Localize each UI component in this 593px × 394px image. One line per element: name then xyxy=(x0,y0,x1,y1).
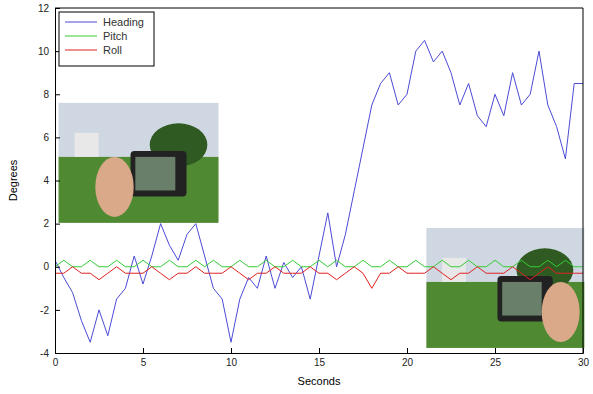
tick: 8 xyxy=(43,89,60,100)
photo-grass xyxy=(59,157,219,223)
tick-mark xyxy=(319,348,320,353)
tick-mark xyxy=(55,310,60,311)
tick: 4 xyxy=(43,175,60,186)
tick-label: 0 xyxy=(43,261,49,272)
tick: 15 xyxy=(314,348,326,368)
tick-mark xyxy=(55,267,60,268)
legend-swatch xyxy=(65,36,97,37)
photo-camera xyxy=(131,151,187,197)
frame xyxy=(583,8,584,353)
tick-label: 12 xyxy=(38,3,50,14)
tick-label: 4 xyxy=(43,175,49,186)
tick-mark xyxy=(407,348,408,353)
y-axis-title: Degrees xyxy=(7,159,19,201)
series-line xyxy=(55,260,583,266)
tick-mark xyxy=(143,348,144,353)
tick: -4 xyxy=(40,348,60,359)
tick: 6 xyxy=(43,132,60,143)
tick-mark xyxy=(55,137,60,138)
tick-label: 15 xyxy=(314,357,326,368)
tick: 30 xyxy=(578,348,590,368)
photo-hand xyxy=(95,157,133,217)
y-axis: -4 -2 0 2 4 6 8 10 12 xyxy=(38,3,60,359)
chart: 0 5 10 15 20 25 30 -4 -2 0 2 4 6 8 10 12 Heading Pitch Rol… xyxy=(0,0,593,394)
tick-mark xyxy=(231,348,232,353)
tick: 25 xyxy=(490,348,502,368)
photo-grass xyxy=(426,282,584,348)
tick: 5 xyxy=(141,348,147,368)
x-axis-title: Seconds xyxy=(298,375,341,387)
legend-label: Heading xyxy=(103,16,144,28)
tick-mark xyxy=(495,348,496,353)
photo-screen xyxy=(135,157,175,191)
photo-hand xyxy=(542,282,580,342)
tick: -2 xyxy=(40,305,60,316)
legend-label: Pitch xyxy=(103,30,127,42)
tick-label: 10 xyxy=(226,357,238,368)
tick: 2 xyxy=(43,218,60,229)
series-line xyxy=(55,267,583,289)
legend-swatch xyxy=(65,50,97,51)
tick: 10 xyxy=(226,348,238,368)
tick-label: -4 xyxy=(40,348,49,359)
plot: 0 5 10 15 20 25 30 -4 -2 0 2 4 6 8 10 12 Heading Pitch Rol… xyxy=(38,3,590,368)
frame xyxy=(55,8,583,9)
tick-label: 2 xyxy=(43,218,49,229)
tick: 0 xyxy=(43,261,60,272)
inset-photo xyxy=(59,103,219,223)
photo-building xyxy=(75,133,99,157)
tick-label: 6 xyxy=(43,132,49,143)
legend-swatch xyxy=(65,22,97,23)
tick-label: 10 xyxy=(38,46,50,57)
tick: 10 xyxy=(38,46,60,57)
tick: 20 xyxy=(402,348,414,368)
inset-photo xyxy=(426,228,584,348)
series-line xyxy=(55,40,583,342)
x-axis: 0 5 10 15 20 25 30 xyxy=(53,348,590,368)
photo-building xyxy=(442,258,466,282)
tick-mark xyxy=(55,224,60,225)
tick-label: 5 xyxy=(141,357,147,368)
photo-screen xyxy=(502,282,542,316)
tick-mark xyxy=(55,353,60,354)
tick-label: 0 xyxy=(53,357,59,368)
legend: Heading Pitch Roll xyxy=(59,12,154,66)
tick-label: 30 xyxy=(578,357,590,368)
plot-background xyxy=(55,8,583,353)
tick-mark xyxy=(55,94,60,95)
legend-label: Roll xyxy=(103,44,122,56)
tick-label: 25 xyxy=(490,357,502,368)
tick-label: -2 xyxy=(40,305,49,316)
tick-mark xyxy=(55,181,60,182)
tick-label: 8 xyxy=(43,89,49,100)
legend-box xyxy=(59,12,154,66)
axis-line xyxy=(56,348,584,354)
series-lines xyxy=(55,40,583,342)
tick-label: 20 xyxy=(402,357,414,368)
